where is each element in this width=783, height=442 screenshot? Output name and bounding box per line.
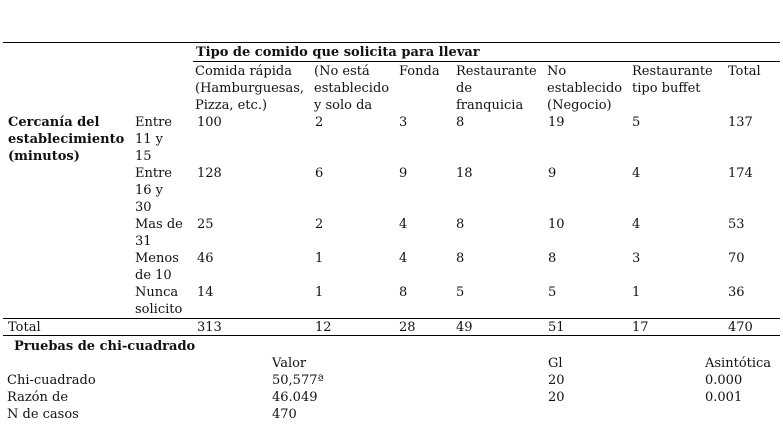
chi-row-label: Chi-cuadrado (7, 373, 96, 388)
cell: 8 (548, 251, 557, 266)
cell: 2 (315, 115, 324, 130)
chi-valor: 50,577ª (272, 373, 324, 388)
chi-gl: 20 (548, 373, 565, 388)
cell: 8 (456, 115, 465, 130)
row-label: Mas de 31 (135, 217, 183, 249)
cell: 1 (315, 251, 324, 266)
cell: 100 (197, 115, 222, 130)
cell: 9 (548, 166, 557, 181)
cell: 53 (728, 217, 745, 232)
cell: 5 (548, 285, 557, 300)
cell: 8 (456, 217, 465, 232)
row-label: Menos de 10 (135, 251, 179, 283)
cell: 17 (632, 320, 649, 335)
chi-title: Pruebas de chi-cuadrado (14, 339, 196, 354)
cell: 4 (632, 166, 641, 181)
cell: 8 (456, 251, 465, 266)
cell: 1 (315, 285, 324, 300)
chi-valor: 46.049 (272, 390, 318, 405)
cell: 9 (399, 166, 408, 181)
cell: 36 (728, 285, 745, 300)
cell: 46 (197, 251, 214, 266)
col-header-comida-rapida: Comida rápida (Hamburguesas, Pizza, etc.… (195, 64, 305, 113)
header-rule (193, 61, 780, 62)
col-header-total: Total (728, 64, 761, 79)
cell: 10 (548, 217, 565, 232)
table-top-rule (3, 42, 780, 43)
cell: 51 (548, 320, 565, 335)
super-header: Tipo de comido que solicita para llevar (196, 45, 480, 60)
total-bottom-rule (3, 335, 780, 336)
total-label: Total (8, 320, 41, 335)
row-label: Entre 11 y 15 (135, 115, 172, 164)
cell: 4 (632, 217, 641, 232)
cell: 14 (197, 285, 214, 300)
cell: 137 (728, 115, 753, 130)
cell: 70 (728, 251, 745, 266)
chi-valor: 470 (272, 407, 297, 422)
cell: 6 (315, 166, 324, 181)
total-top-rule (3, 318, 780, 319)
cell: 12 (315, 320, 332, 335)
chi-header-asintotica: Asintótica (705, 356, 772, 371)
cell: 3 (399, 115, 408, 130)
chi-row-label: Razón de (7, 390, 69, 405)
cell: 4 (399, 217, 408, 232)
row-label: Entre 16 y 30 (135, 166, 172, 215)
cell: 8 (399, 285, 408, 300)
row-group-header: Cercanía del establecimiento (minutos) (8, 115, 125, 164)
cell: 5 (632, 115, 641, 130)
cell: 4 (399, 251, 408, 266)
chi-header-valor: Valor (272, 356, 307, 371)
row-label: Nunca solicito (135, 285, 183, 317)
col-header-no-esta-establecido: (No está establecido y solo da (314, 64, 390, 113)
cell: 470 (728, 320, 753, 335)
chi-asint: 0.000 (705, 373, 743, 388)
chi-header-gl: Gl (548, 356, 563, 371)
chi-row-label: N de casos (7, 407, 79, 422)
cell: 1 (632, 285, 641, 300)
cell: 25 (197, 217, 214, 232)
cell: 174 (728, 166, 753, 181)
chi-gl: 20 (548, 390, 565, 405)
col-header-no-establecido: No establecido (Negocio) (547, 64, 623, 113)
col-header-franquicia: Restaurante de franquicia (456, 64, 537, 113)
cell: 18 (456, 166, 473, 181)
cell: 49 (456, 320, 473, 335)
cell: 2 (315, 217, 324, 232)
cell: 313 (197, 320, 222, 335)
cell: 128 (197, 166, 222, 181)
cell: 5 (456, 285, 465, 300)
cell: 19 (548, 115, 565, 130)
chi-asint: 0.001 (705, 390, 743, 405)
col-header-buffet: Restaurante tipo buffet (632, 64, 713, 96)
cell: 3 (632, 251, 641, 266)
col-header-fonda: Fonda (399, 64, 440, 79)
cell: 28 (399, 320, 416, 335)
